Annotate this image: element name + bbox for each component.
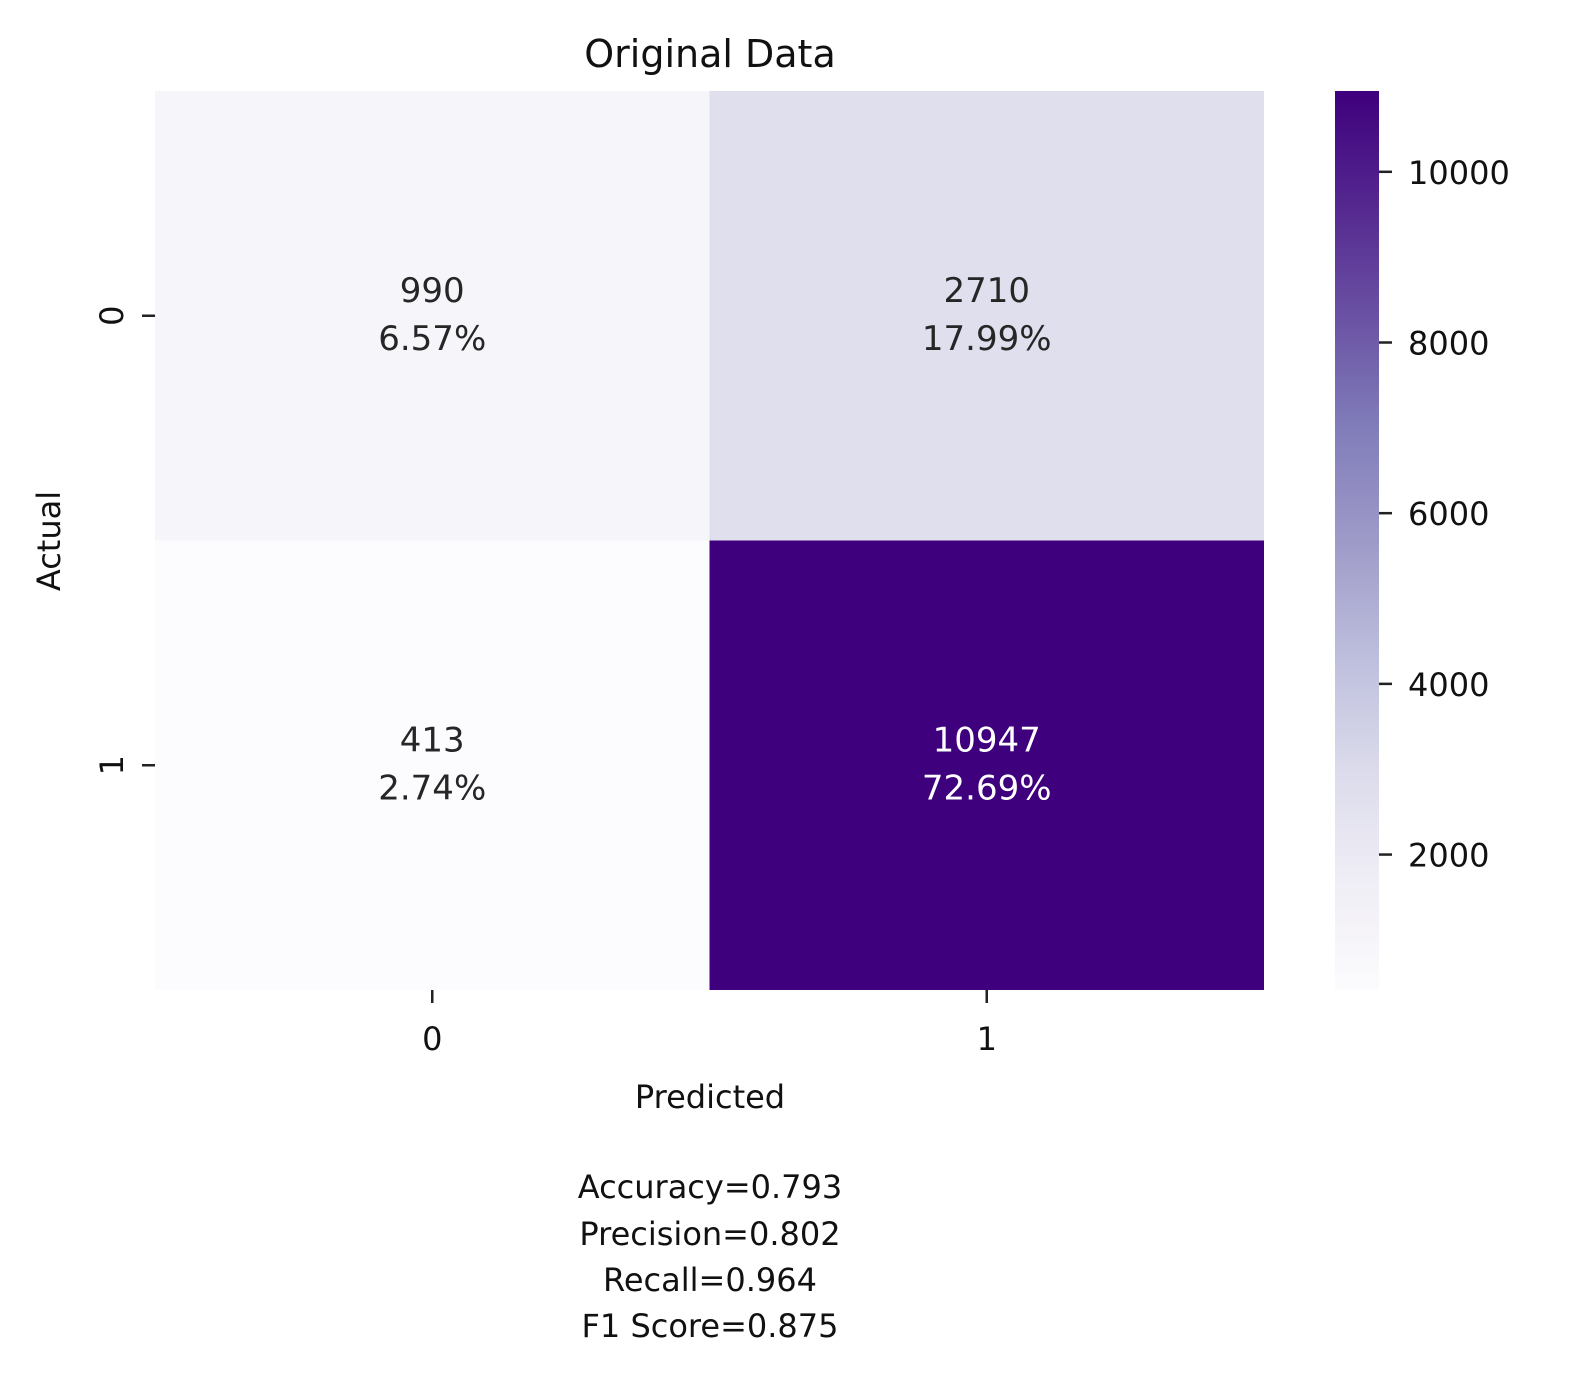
heatmap-cell-r1-c1: [709, 540, 1264, 990]
colorbar-tick-label: 6000: [1408, 495, 1489, 533]
colorbar-ticks: 2000 4000 6000 8000 10000: [1379, 154, 1510, 875]
metric-precision: Precision=0.802: [579, 1215, 840, 1253]
x-axis-label: Predicted: [635, 1078, 785, 1116]
cell-count-label: 2710: [943, 271, 1030, 311]
heatmap-cell-labels: 990 6.57% 2710 17.99% 413 2.74% 10947 72.69%: [378, 271, 1051, 809]
chart-title: Original Data: [584, 32, 836, 76]
y-tick-label: 1: [93, 755, 131, 775]
heatmap-cells: [155, 91, 1264, 990]
colorbar-tick-label: 10000: [1408, 154, 1510, 192]
metric-recall: Recall=0.964: [603, 1261, 817, 1299]
colorbar-tick-label: 4000: [1408, 666, 1489, 704]
heatmap-cell-r0-c0: [155, 91, 710, 541]
cell-percent-label: 72.69%: [922, 768, 1052, 808]
y-axis: 01: [93, 306, 155, 775]
cell-percent-label: 17.99%: [922, 319, 1052, 359]
cell-count-label: 413: [400, 720, 465, 760]
y-axis-label: Actual: [30, 491, 68, 591]
metric-f1-score: F1 Score=0.875: [582, 1307, 839, 1345]
cell-percent-label: 2.74%: [378, 768, 486, 808]
metric-accuracy: Accuracy=0.793: [578, 1168, 843, 1206]
metrics-text: Accuracy=0.793 Precision=0.802 Recall=0.…: [578, 1168, 843, 1345]
cell-count-label: 990: [400, 271, 465, 311]
x-tick-label: 1: [977, 1020, 997, 1058]
cell-percent-label: 6.57%: [378, 319, 486, 359]
colorbar-tick-label: 2000: [1408, 837, 1489, 875]
colorbar: 2000 4000 6000 8000 10000: [1335, 91, 1510, 990]
cell-count-label: 10947: [933, 720, 1041, 760]
x-tick-label: 0: [422, 1020, 442, 1058]
heatmap-cell-r0-c1: [709, 91, 1264, 541]
y-tick-label: 0: [93, 306, 131, 326]
colorbar-gradient: [1335, 91, 1379, 990]
colorbar-tick-label: 8000: [1408, 325, 1489, 363]
heatmap-cell-r1-c0: [155, 540, 710, 990]
